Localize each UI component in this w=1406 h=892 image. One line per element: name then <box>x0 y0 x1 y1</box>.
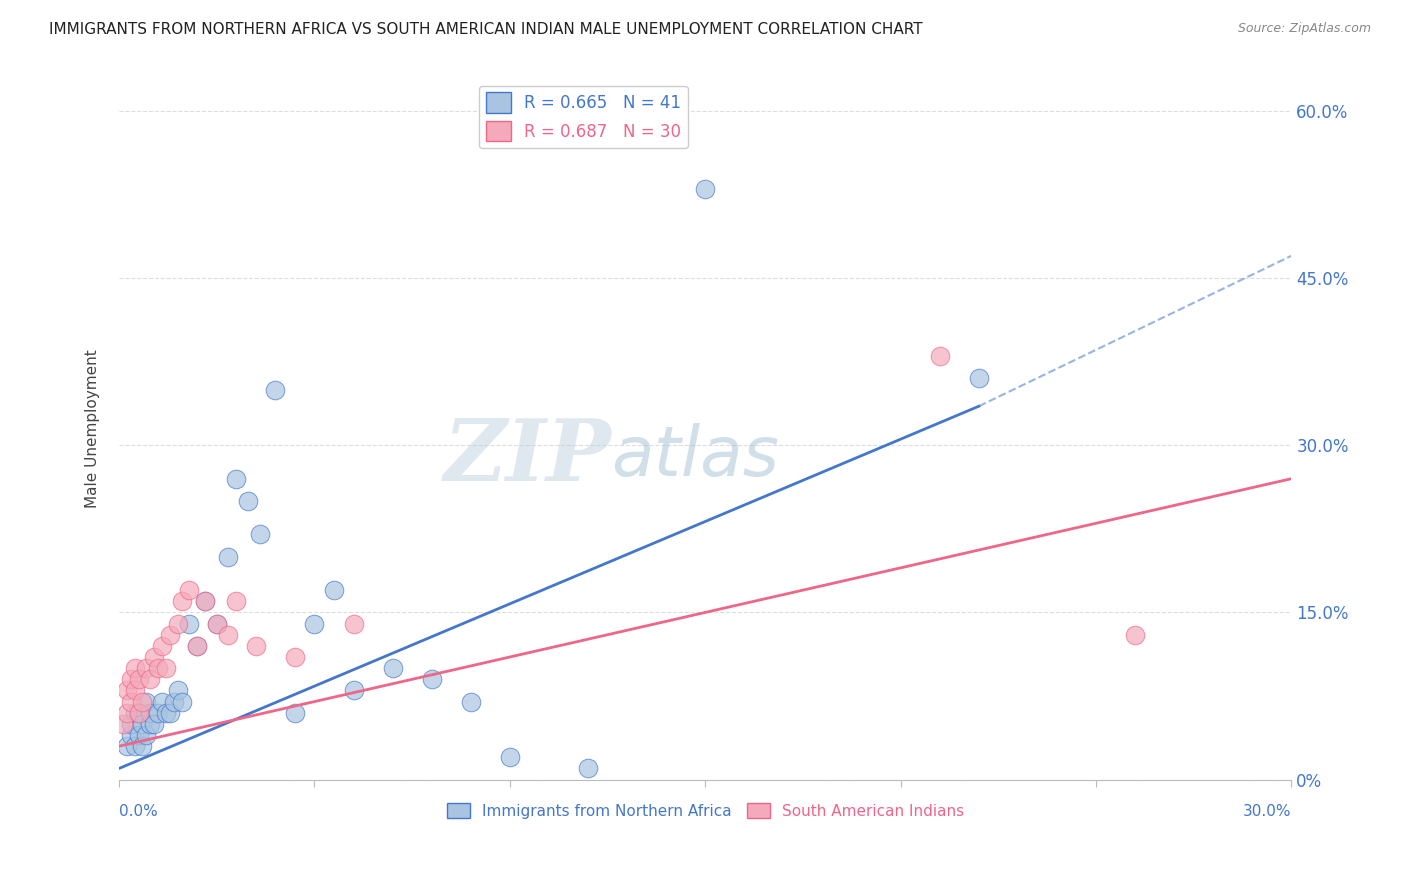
Text: 0.0%: 0.0% <box>120 804 157 819</box>
Point <box>284 706 307 720</box>
Point <box>1123 628 1146 642</box>
Point <box>225 472 247 486</box>
Point <box>576 762 599 776</box>
Point <box>420 673 443 687</box>
Point <box>135 728 157 742</box>
Point <box>131 695 153 709</box>
Point <box>236 494 259 508</box>
Point <box>186 639 208 653</box>
Text: ZIP: ZIP <box>443 415 612 499</box>
Point <box>128 728 150 742</box>
Point <box>245 639 267 653</box>
Point <box>150 695 173 709</box>
Point <box>460 695 482 709</box>
Point <box>381 661 404 675</box>
Point <box>323 583 346 598</box>
Point <box>695 182 717 196</box>
Point <box>146 661 169 675</box>
Point <box>124 739 146 754</box>
Point <box>194 594 217 608</box>
Point <box>135 695 157 709</box>
Point <box>264 383 287 397</box>
Point <box>115 739 138 754</box>
Point <box>166 616 188 631</box>
Point <box>150 639 173 653</box>
Point <box>928 349 950 363</box>
Point <box>170 594 193 608</box>
Point <box>131 717 153 731</box>
Point <box>143 717 166 731</box>
Point <box>128 706 150 720</box>
Legend: Immigrants from Northern Africa, South American Indians: Immigrants from Northern Africa, South A… <box>440 797 970 824</box>
Point <box>186 639 208 653</box>
Point <box>128 673 150 687</box>
Point <box>205 616 228 631</box>
Point <box>967 371 990 385</box>
Point <box>135 661 157 675</box>
Point <box>205 616 228 631</box>
Point <box>304 616 326 631</box>
Point <box>155 661 177 675</box>
Point <box>120 695 142 709</box>
Point <box>155 706 177 720</box>
Point <box>124 683 146 698</box>
Point <box>159 706 181 720</box>
Point <box>111 717 134 731</box>
Point <box>115 706 138 720</box>
Point <box>120 717 142 731</box>
Text: IMMIGRANTS FROM NORTHERN AFRICA VS SOUTH AMERICAN INDIAN MALE UNEMPLOYMENT CORRE: IMMIGRANTS FROM NORTHERN AFRICA VS SOUTH… <box>49 22 922 37</box>
Point <box>342 616 364 631</box>
Point <box>139 717 162 731</box>
Point <box>225 594 247 608</box>
Point <box>217 549 239 564</box>
Point <box>170 695 193 709</box>
Point <box>217 628 239 642</box>
Point <box>139 706 162 720</box>
Point <box>284 650 307 665</box>
Point <box>115 683 138 698</box>
Point <box>194 594 217 608</box>
Point <box>146 706 169 720</box>
Point <box>499 750 522 764</box>
Point <box>124 661 146 675</box>
Point <box>143 650 166 665</box>
Text: atlas: atlas <box>612 423 779 490</box>
Point <box>249 527 271 541</box>
Point <box>120 673 142 687</box>
Point <box>179 616 201 631</box>
Point <box>159 628 181 642</box>
Text: 30.0%: 30.0% <box>1243 804 1292 819</box>
Point <box>124 706 146 720</box>
Y-axis label: Male Unemployment: Male Unemployment <box>86 349 100 508</box>
Point <box>163 695 186 709</box>
Point <box>131 739 153 754</box>
Point <box>120 728 142 742</box>
Point <box>139 673 162 687</box>
Point <box>179 583 201 598</box>
Point <box>342 683 364 698</box>
Text: Source: ZipAtlas.com: Source: ZipAtlas.com <box>1237 22 1371 36</box>
Point <box>166 683 188 698</box>
Point <box>128 706 150 720</box>
